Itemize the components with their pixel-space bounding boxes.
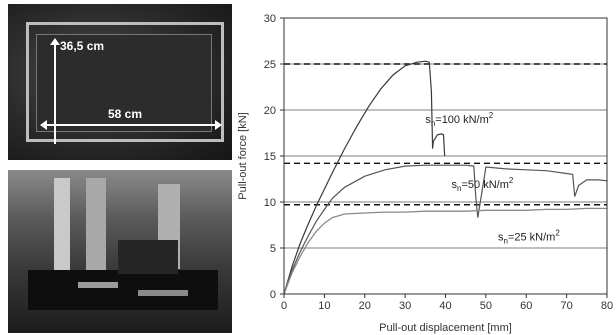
series-label: sn=50 kN/m2 — [452, 176, 514, 193]
x-tick-label: 20 — [359, 300, 371, 312]
x-tick-label: 40 — [439, 300, 451, 312]
series-label-superscript: 2 — [509, 176, 514, 185]
rig-plate — [138, 290, 188, 296]
y-axis-label: Pull-out force [kN] — [237, 112, 249, 199]
y-tick-label: 25 — [264, 59, 276, 71]
x-axis-label: Pull-out displacement [mm] — [379, 322, 512, 334]
grid-lines — [284, 17, 607, 249]
shear-box-interior — [36, 34, 212, 132]
series-label-value: =50 kN/m — [462, 179, 509, 191]
rig-column — [86, 178, 106, 273]
rig-column — [54, 178, 70, 273]
height-dimension-arrow — [50, 38, 60, 144]
x-tick-label: 30 — [399, 300, 411, 312]
pull-out-chart: 0 10 20 30 40 50 60 70 80 0 5 10 15 20 25 30 Pull-out … — [237, 13, 613, 334]
width-dimension-arrow — [40, 120, 222, 130]
y-tick-label: 20 — [264, 105, 276, 117]
series-label-subscript: n — [457, 184, 461, 193]
x-tick-label: 10 — [318, 300, 330, 312]
reference-lines — [284, 63, 607, 206]
y-tick-label: 30 — [264, 13, 276, 25]
series-label-subscript: n — [503, 237, 507, 246]
y-tick-label: 0 — [270, 289, 276, 301]
x-tick-labels: 0 10 20 30 40 50 60 70 80 — [281, 300, 613, 312]
x-tick-label: 0 — [281, 300, 287, 312]
rig-actuator — [118, 240, 178, 274]
series-group — [283, 60, 608, 295]
width-dimension-label: 58 cm — [108, 107, 143, 121]
rig-base — [28, 270, 218, 310]
series-line — [283, 60, 446, 295]
series-label-value: =100 kN/m — [435, 114, 489, 126]
y-tick-label: 5 — [270, 243, 276, 255]
x-tick-label: 70 — [561, 300, 573, 312]
x-tick-label: 50 — [480, 300, 492, 312]
test-rig-photo — [8, 170, 232, 333]
x-tick-label: 60 — [520, 300, 532, 312]
x-tick-label: 80 — [601, 300, 613, 312]
series-label-subscript: n — [431, 119, 435, 128]
series-line — [283, 207, 607, 295]
series-label: sn=25 kN/m2 — [498, 229, 560, 246]
series-label-symbol: s — [498, 232, 504, 244]
y-tick-label: 15 — [264, 151, 276, 163]
test-box-photo: 36,5 cm 58 cm — [8, 4, 232, 160]
series-label-superscript: 2 — [555, 229, 560, 238]
height-dimension-label: 36,5 cm — [60, 39, 105, 53]
axes — [280, 17, 608, 298]
series-label-value: =25 kN/m — [508, 232, 555, 244]
y-tick-label: 10 — [264, 197, 276, 209]
series-label-superscript: 2 — [489, 111, 494, 120]
y-tick-labels: 0 5 10 15 20 25 30 — [264, 13, 276, 301]
series-label-symbol: s — [425, 114, 431, 126]
series-label: sn=100 kN/m2 — [425, 111, 493, 128]
rig-plate — [78, 282, 118, 288]
shear-box-frame — [26, 22, 224, 142]
series-label-symbol: s — [452, 179, 458, 191]
series-line — [283, 164, 608, 295]
